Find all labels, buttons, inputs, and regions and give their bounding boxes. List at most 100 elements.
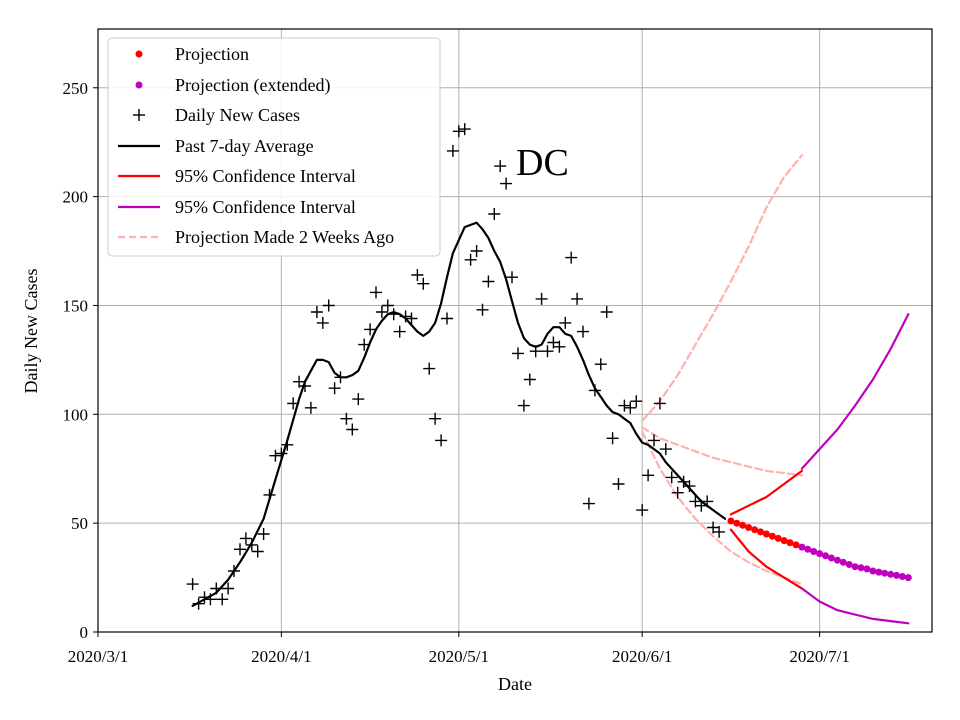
daily-case-point [642, 469, 655, 482]
daily-case-point [423, 362, 436, 375]
ticks: 2020/3/1 2020/4/1 2020/5/1 2020/6/1 2020/7/1… [63, 79, 850, 666]
projection-extended-point [827, 554, 835, 562]
projection-extended-point [869, 567, 877, 575]
projection-extended-point [881, 569, 889, 577]
projection-extended-point [798, 543, 806, 551]
legend-label-old-projection: Projection Made 2 Weeks Ago [175, 227, 394, 247]
projection-extended-point [863, 565, 871, 573]
daily-case-point [287, 397, 300, 410]
daily-case-point [210, 582, 223, 595]
projection-point [727, 517, 735, 525]
daily-case-point [239, 532, 252, 545]
daily-case-point [464, 253, 477, 266]
daily-case-point [458, 123, 471, 136]
projection-point [751, 526, 759, 534]
daily-case-point [417, 277, 430, 290]
legend-marker-daily-cases [133, 109, 145, 121]
daily-case-point [606, 432, 619, 445]
y-tick-label: 100 [63, 405, 89, 424]
daily-case-point [541, 345, 554, 358]
daily-case-point [435, 434, 448, 447]
daily-case-point [600, 306, 613, 318]
projection-point [780, 537, 788, 545]
daily-case-point [198, 591, 211, 604]
daily-case-point [381, 299, 394, 312]
legend-label-7day-average: Past 7-day Average [175, 136, 314, 156]
projection-point [762, 530, 770, 538]
daily-case-point [482, 275, 495, 288]
ci-purple-upper-line [800, 313, 910, 470]
daily-case-point [364, 323, 377, 336]
daily-case-point [565, 251, 578, 264]
legend-label-projection: Projection [175, 44, 249, 64]
daily-case-point [322, 299, 335, 312]
daily-case-point [441, 312, 453, 325]
daily-case-point [446, 144, 459, 157]
daily-case-point [470, 245, 483, 257]
daily-case-point [523, 373, 536, 386]
daily-case-point [701, 495, 714, 508]
projection-point [739, 521, 747, 529]
daily-case-point [352, 393, 365, 406]
x-tick-label: 2020/4/1 [251, 647, 311, 666]
projection-extended-point [845, 561, 853, 568]
daily-case-point [299, 380, 311, 392]
daily-case-point [234, 543, 246, 556]
daily-case-point [370, 286, 382, 299]
y-tick-label: 200 [63, 188, 89, 207]
daily-case-point [512, 347, 524, 360]
daily-case-point [245, 538, 258, 551]
daily-case-point [387, 308, 400, 321]
projection-extended-point [851, 563, 859, 571]
ci-purple-lower-line [800, 587, 910, 625]
daily-case-point [488, 208, 501, 220]
projection-extended-point [810, 548, 818, 555]
projection-point [774, 534, 782, 542]
daily-case-point [713, 525, 726, 538]
daily-case-point [653, 397, 666, 410]
daily-case-point [334, 371, 347, 384]
daily-case-point [529, 345, 542, 358]
daily-case-point [310, 306, 323, 318]
projection-extended-point [898, 573, 906, 580]
y-tick-label: 50 [71, 514, 88, 533]
daily-case-point [506, 271, 518, 284]
daily-case-point [553, 340, 566, 353]
chart-annotation: DC [516, 142, 569, 184]
daily-case-point [571, 292, 584, 305]
projection-extended-point [857, 564, 865, 572]
x-tick-label: 2020/7/1 [789, 647, 849, 666]
projection-extended-point [875, 568, 883, 576]
x-tick-label: 2020/5/1 [429, 647, 489, 666]
projection-point [792, 541, 800, 549]
plot-area [186, 123, 912, 625]
old-projection-upper-line [641, 154, 803, 422]
projection-extended-point [833, 556, 841, 564]
daily-case-point [500, 177, 513, 190]
daily-case-point [535, 292, 548, 305]
daily-case-point [192, 597, 205, 610]
daily-case-point [577, 325, 589, 338]
daily-case-point [346, 423, 359, 436]
daily-case-point [559, 316, 572, 329]
daily-case-point [612, 478, 625, 490]
legend-label-ci-purple: 95% Confidence Interval [175, 197, 356, 217]
x-tick-label: 2020/3/1 [68, 647, 128, 666]
ci-red-upper-line [729, 469, 803, 516]
daily-case-point [671, 486, 684, 499]
daily-case-point [257, 528, 270, 540]
daily-case-point [429, 412, 442, 425]
daily-case-point [517, 399, 530, 412]
projection-point [786, 539, 794, 547]
old-projection-lower-line [641, 430, 803, 586]
daily-case-point [228, 565, 240, 577]
daily-case-point [375, 306, 388, 318]
daily-case-point [186, 578, 199, 591]
projection-point [757, 528, 764, 536]
legend-box [107, 37, 441, 257]
projection-extended-point [804, 545, 812, 553]
daily-case-point [630, 395, 643, 408]
projection-point [768, 532, 776, 540]
daily-case-point [476, 303, 489, 316]
